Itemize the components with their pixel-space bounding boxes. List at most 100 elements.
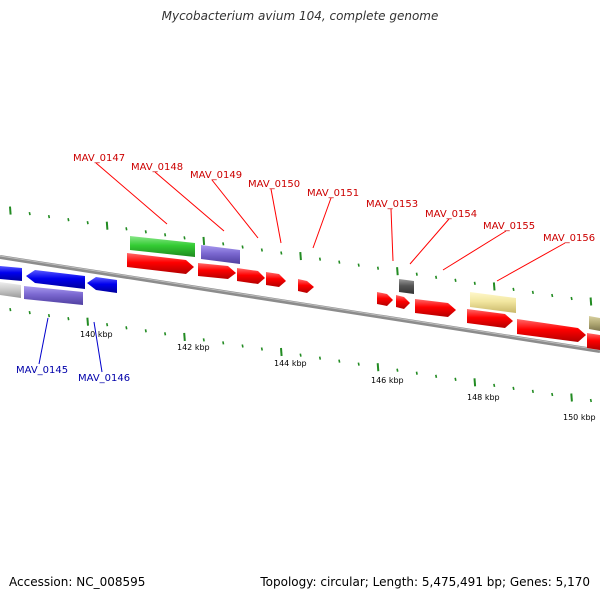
minor-tick bbox=[67, 317, 70, 321]
minor-tick bbox=[47, 313, 51, 318]
gene-label-mav-0153: MAV_0153 bbox=[366, 199, 418, 210]
inner-tick-ring bbox=[9, 307, 592, 403]
minor-tick bbox=[260, 347, 263, 351]
gene-red-arrow-4 bbox=[266, 272, 286, 287]
minor-tick bbox=[47, 214, 51, 219]
minor-tick bbox=[164, 233, 167, 237]
major-tick bbox=[299, 252, 302, 261]
gene-mav-0148-purple bbox=[201, 245, 240, 264]
minor-tick bbox=[589, 398, 592, 403]
minor-tick bbox=[318, 356, 322, 360]
major-tick bbox=[589, 297, 593, 306]
scale-label-144kbp: 144 kbp bbox=[274, 359, 307, 368]
topology-summary-text: Topology: circular; Length: 5,475,491 bp… bbox=[260, 575, 590, 589]
minor-tick bbox=[357, 263, 360, 267]
forward-gene-labels: MAV_0147 MAV_0148 MAV_0149 MAV_0150 MAV_… bbox=[73, 153, 595, 244]
minor-tick bbox=[144, 329, 147, 333]
major-tick bbox=[396, 267, 399, 276]
map-title: Mycobacterium avium 104, complete genome bbox=[161, 9, 439, 23]
genome-backbone bbox=[0, 255, 600, 353]
gene-label-mav-0155: MAV_0155 bbox=[483, 221, 535, 232]
gene-light-arrow bbox=[0, 282, 21, 298]
gene-red-arrow-5 bbox=[298, 279, 314, 293]
minor-tick bbox=[376, 266, 380, 270]
gene-khaki-box bbox=[470, 292, 516, 313]
minor-tick bbox=[28, 211, 31, 216]
gene-label-mav-0151: MAV_0151 bbox=[307, 188, 359, 199]
minor-tick bbox=[551, 392, 554, 397]
minor-tick bbox=[357, 362, 360, 366]
minor-tick bbox=[338, 260, 341, 264]
minor-tick bbox=[144, 230, 147, 234]
minor-tick bbox=[183, 236, 186, 240]
minor-tick bbox=[9, 307, 12, 312]
gene-mav-0145-arrow bbox=[26, 270, 85, 289]
forward-strand-genes bbox=[127, 236, 600, 350]
scale-label-142kbp: 142 kbp bbox=[177, 343, 210, 352]
minor-tick bbox=[260, 248, 263, 252]
minor-tick bbox=[531, 389, 534, 394]
minor-tick bbox=[202, 338, 205, 342]
minor-tick bbox=[280, 251, 283, 255]
minor-tick bbox=[125, 227, 128, 231]
genome-backbone-highlight bbox=[0, 255, 600, 351]
reverse-gene-labels: MAV_0145 MAV_0146 bbox=[16, 365, 130, 384]
gene-label-mav-0156: MAV_0156 bbox=[543, 233, 595, 244]
minor-tick bbox=[512, 386, 515, 391]
reverse-strand-genes bbox=[0, 266, 117, 305]
gene-mav-0146-partner-arrow bbox=[87, 277, 117, 293]
major-tick bbox=[105, 221, 109, 230]
gene-label-mav-0145: MAV_0145 bbox=[16, 365, 68, 376]
major-tick bbox=[183, 332, 186, 341]
gene-label-mav-0149: MAV_0149 bbox=[190, 170, 242, 181]
minor-tick bbox=[106, 323, 109, 327]
minor-tick bbox=[531, 290, 534, 295]
gene-label-mav-0147: MAV_0147 bbox=[73, 153, 125, 164]
minor-tick bbox=[415, 371, 418, 375]
accession-text: Accession: NC_008595 bbox=[9, 575, 146, 589]
minor-tick bbox=[28, 310, 31, 315]
gene-gray-box bbox=[399, 279, 414, 294]
minor-tick bbox=[164, 332, 167, 336]
minor-tick bbox=[454, 377, 457, 381]
minor-tick bbox=[435, 374, 438, 378]
major-tick bbox=[280, 347, 283, 357]
minor-tick bbox=[454, 278, 457, 282]
major-tick bbox=[492, 282, 496, 291]
gene-mav-0147-green bbox=[130, 236, 195, 257]
gene-label-mav-0154: MAV_0154 bbox=[425, 209, 477, 220]
gene-label-mav-0146: MAV_0146 bbox=[78, 373, 130, 384]
gene-red-arrow-10 bbox=[517, 319, 586, 342]
minor-tick bbox=[318, 257, 322, 261]
gene-red-arrow-7 bbox=[396, 295, 410, 309]
gene-red-arrow-3 bbox=[237, 268, 265, 284]
minor-tick bbox=[67, 218, 70, 222]
major-tick bbox=[9, 206, 12, 215]
minor-tick bbox=[125, 326, 128, 330]
major-tick bbox=[570, 393, 573, 402]
minor-tick bbox=[222, 341, 225, 345]
minor-tick bbox=[473, 281, 476, 285]
major-tick bbox=[202, 236, 206, 245]
minor-tick bbox=[493, 383, 496, 388]
scale-label-148kbp: 148 kbp bbox=[467, 393, 500, 402]
minor-tick bbox=[299, 353, 302, 357]
reverse-label-leaders bbox=[38, 317, 103, 373]
scale-label-146kbp: 146 kbp bbox=[371, 376, 404, 385]
minor-tick bbox=[338, 359, 341, 363]
gene-mav-0146-arrow bbox=[24, 286, 83, 305]
scale-label-150kbp: 150 kbp bbox=[563, 413, 596, 422]
minor-tick bbox=[222, 242, 225, 246]
gene-label-mav-0148: MAV_0148 bbox=[131, 162, 183, 173]
gene-red-arrow-9 bbox=[467, 309, 513, 328]
gene-red-arrow-11 bbox=[587, 333, 600, 350]
minor-tick bbox=[415, 272, 418, 276]
scale-labels: 140 kbp 142 kbp 144 kbp 146 kbp 148 kbp … bbox=[80, 330, 596, 422]
gene-red-arrow-6 bbox=[377, 292, 393, 306]
gene-arrow bbox=[0, 266, 22, 281]
major-tick bbox=[376, 363, 380, 372]
gene-red-arrow-8 bbox=[415, 299, 456, 317]
minor-tick bbox=[435, 275, 438, 279]
minor-tick bbox=[551, 293, 554, 298]
